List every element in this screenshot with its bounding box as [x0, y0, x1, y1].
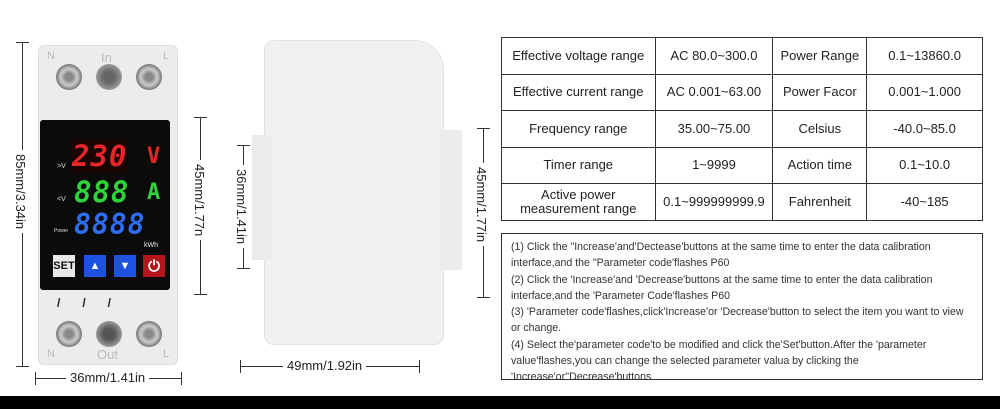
terminal-in: In: [101, 50, 112, 65]
table-row: Timer range 1~9999 Action time 0.1~10.0: [501, 146, 983, 184]
screw-icon: [96, 321, 122, 347]
table-cell: 0.001~1.000: [866, 73, 983, 111]
voltage-unit: V: [147, 144, 162, 169]
screw-icon: [136, 64, 162, 90]
energy-readout: 8888: [74, 208, 146, 241]
terminal-out: Out: [97, 347, 118, 362]
energy-unit: kWh: [144, 242, 158, 249]
triangle-down-icon: ▼: [119, 260, 131, 272]
panel-height-dimension-label: 45mm/1.77n: [192, 160, 207, 241]
side-inner-dimension-label: 36mm/1.41in: [234, 165, 249, 249]
table-row: Effective voltage range AC 80.0~300.0 Powe…: [501, 37, 983, 75]
terminal-l-top: L: [163, 50, 170, 62]
terminal-n-top: N: [47, 50, 55, 62]
triangle-up-icon: ▲: [89, 260, 101, 272]
power-button[interactable]: ⏻: [143, 255, 165, 277]
spec-table: Effective voltage range AC 80.0~300.0 Powe…: [501, 37, 983, 221]
width-dimension-label: 36mm/1.41in: [66, 370, 150, 385]
current-unit: A: [147, 180, 162, 205]
table-cell: Frequency range: [501, 110, 656, 148]
voltage-readout: 230: [72, 139, 128, 173]
table-cell: AC 80.0~300.0: [654, 37, 774, 75]
table-cell: Effective current range: [501, 73, 656, 111]
side-height-dimension-label: 45mm/1.77in: [474, 163, 489, 247]
side-depth-dimension-label: 49mm/1.92in: [283, 358, 367, 373]
table-cell: Celsius: [772, 110, 868, 148]
terminal-l-bottom: L: [163, 348, 170, 360]
instruction-4: (4) Select the'parameter code'to be modi…: [511, 338, 927, 384]
power-icon: ⏻: [148, 257, 160, 275]
table-row: Frequency range 35.00~75.00 Celsius -40.0~8…: [501, 110, 983, 148]
table-cell: Power Facor: [772, 73, 868, 111]
table-row: Effective current range AC 0.001~63.00 Pow…: [501, 73, 983, 111]
table-cell: 35.00~75.00: [654, 110, 774, 148]
table-cell: AC 0.001~63.00: [654, 73, 774, 111]
increase-button[interactable]: ▲: [84, 255, 106, 277]
table-cell: Fahrenheit: [772, 183, 868, 221]
instructions-box: (1) Click the "Increase'and'Dectease'but…: [501, 233, 983, 383]
instruction-3: (3) 'Parameter code'flashes,click'Increa…: [511, 306, 964, 335]
table-row: Active power measurement range 0.1~999999…: [501, 183, 983, 221]
table-cell: 0.1~999999999.9: [654, 183, 774, 221]
bottom-black-bar: [0, 396, 1000, 409]
device-side-view: [252, 40, 462, 345]
table-cell: -40.0~85.0: [866, 110, 983, 148]
screw-icon: [136, 321, 162, 347]
table-cell: Effective voltage range: [501, 37, 656, 75]
vent-slots: ///: [57, 296, 134, 310]
instruction-2: (2) Click the 'Increase'and 'Decrease'bu…: [511, 273, 933, 302]
table-cell: 0.1~10.0: [866, 146, 983, 184]
set-button[interactable]: SET: [53, 255, 75, 277]
height-dimension-label: 85mm/3.34in: [13, 150, 28, 234]
screw-icon: [56, 321, 82, 347]
instruction-1: (1) Click the "Increase'and'Dectease'but…: [511, 241, 931, 270]
indicator-under-voltage: <V: [57, 196, 66, 203]
decrease-button[interactable]: ▼: [114, 255, 136, 277]
indicator-over-voltage: >V: [57, 163, 66, 170]
indicator-power: Power: [54, 228, 69, 234]
table-cell: 1~9999: [654, 146, 774, 184]
terminal-n-bottom: N: [47, 348, 55, 360]
table-cell: 0.1~13860.0: [866, 37, 983, 75]
screw-icon: [56, 64, 82, 90]
screw-icon: [96, 64, 122, 90]
table-cell: Power Range: [772, 37, 868, 75]
table-cell: Action time: [772, 146, 868, 184]
table-cell: Timer range: [501, 146, 656, 184]
table-cell: Active power measurement range: [501, 183, 656, 221]
table-cell: -40~185: [866, 183, 983, 221]
current-readout: 888: [74, 175, 130, 209]
